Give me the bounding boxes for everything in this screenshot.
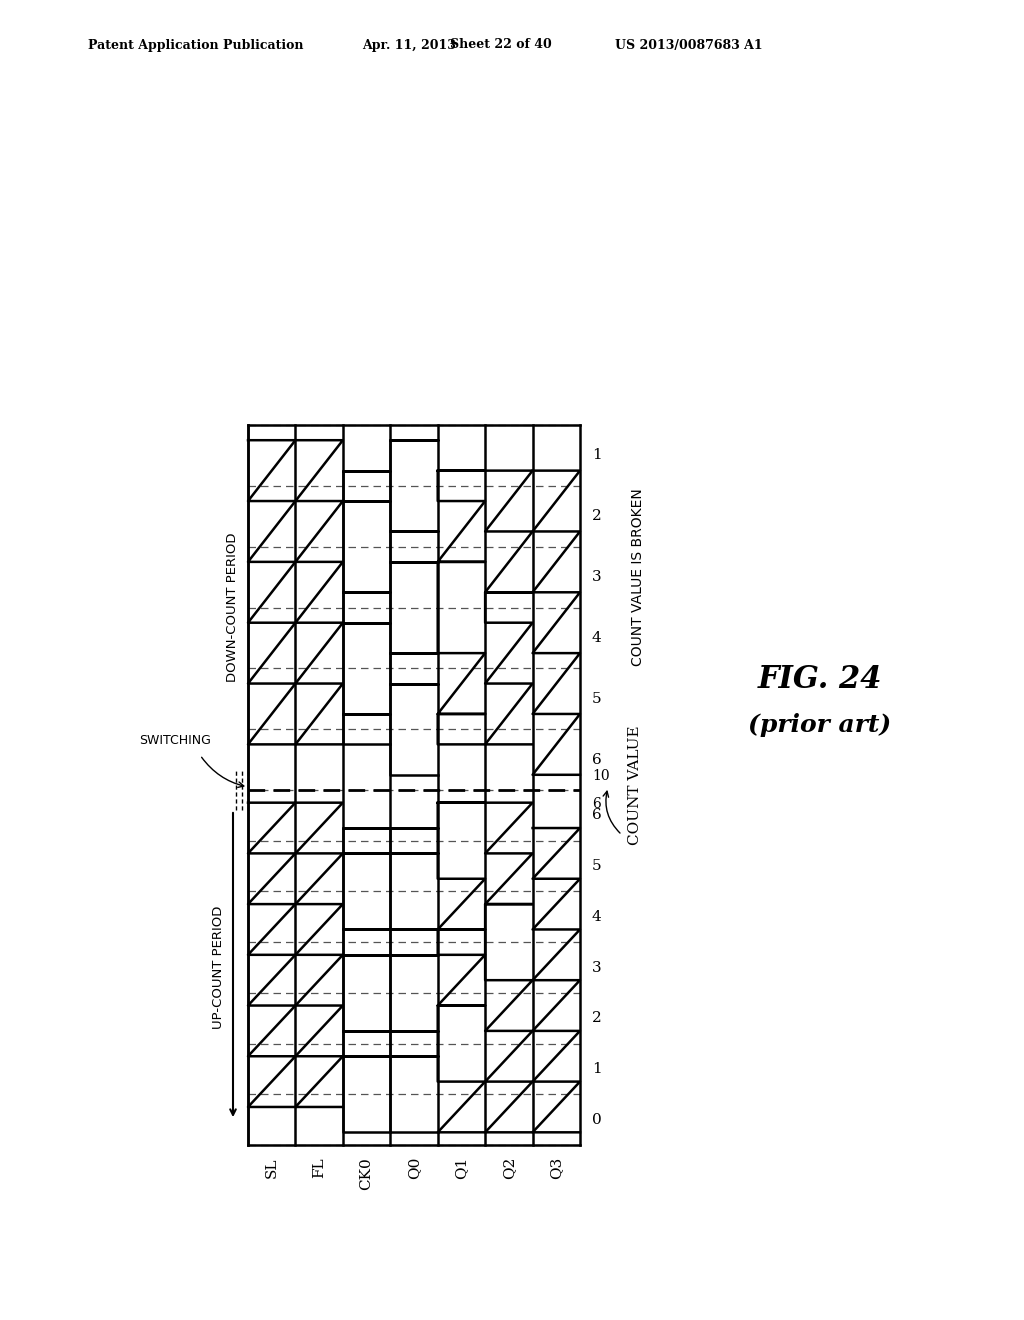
Text: Patent Application Publication: Patent Application Publication [88, 38, 303, 51]
Text: SL: SL [265, 1158, 279, 1177]
Text: US 2013/0087683 A1: US 2013/0087683 A1 [615, 38, 763, 51]
Text: CK0: CK0 [359, 1158, 374, 1189]
Text: Q0: Q0 [407, 1158, 421, 1179]
Text: Q2: Q2 [502, 1158, 516, 1179]
Text: 6: 6 [592, 797, 601, 810]
Text: Apr. 11, 2013: Apr. 11, 2013 [362, 38, 456, 51]
Text: COUNT VALUE IS BROKEN: COUNT VALUE IS BROKEN [631, 488, 645, 667]
Text: 4: 4 [592, 909, 602, 924]
Text: FL: FL [312, 1158, 326, 1177]
Text: 1: 1 [592, 1061, 602, 1076]
Text: 10: 10 [592, 770, 609, 783]
Text: 0: 0 [592, 1113, 602, 1127]
Text: 2: 2 [592, 510, 602, 523]
Text: DOWN-COUNT PERIOD: DOWN-COUNT PERIOD [226, 533, 240, 682]
Text: COUNT VALUE: COUNT VALUE [628, 725, 642, 845]
Text: 4: 4 [592, 631, 602, 645]
Text: Q3: Q3 [549, 1158, 563, 1179]
Text: 3: 3 [592, 961, 602, 974]
Text: SWITCHING: SWITCHING [139, 734, 211, 747]
Text: FIG. 24: FIG. 24 [758, 664, 883, 696]
Text: 2: 2 [592, 1011, 602, 1026]
Text: 6: 6 [592, 808, 602, 822]
Text: UP-COUNT PERIOD: UP-COUNT PERIOD [212, 906, 224, 1030]
Text: 3: 3 [592, 570, 602, 583]
Text: 1: 1 [592, 449, 602, 462]
Text: 5: 5 [592, 692, 602, 706]
Text: Sheet 22 of 40: Sheet 22 of 40 [450, 38, 552, 51]
Text: 6: 6 [592, 752, 602, 767]
Text: 5: 5 [592, 859, 602, 873]
Text: (prior art): (prior art) [749, 713, 892, 737]
Text: Q1: Q1 [455, 1158, 468, 1179]
